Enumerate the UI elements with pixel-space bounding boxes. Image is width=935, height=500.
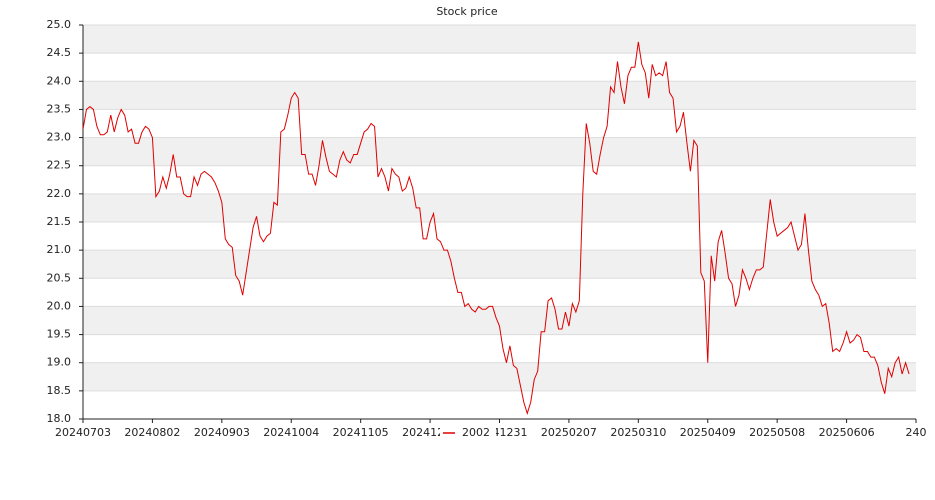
x-tick-label: 20241105 bbox=[333, 426, 389, 439]
y-tick-label: 21.0 bbox=[47, 243, 72, 256]
x-tick-label: 20250606 bbox=[819, 426, 875, 439]
y-tick-label: 18.5 bbox=[47, 384, 72, 397]
x-tick-label: 20240703 bbox=[55, 426, 111, 439]
grid-band bbox=[83, 250, 916, 279]
y-tick-label: 22.5 bbox=[47, 159, 72, 172]
x-tick-label: 20240802 bbox=[124, 426, 180, 439]
grid-band bbox=[83, 137, 916, 166]
grid-band bbox=[83, 306, 916, 335]
grid-band bbox=[83, 193, 916, 222]
x-tick-label: 20250508 bbox=[749, 426, 805, 439]
y-tick-label: 19.5 bbox=[47, 328, 72, 341]
x-tick-label: 240 bbox=[906, 426, 927, 439]
y-tick-label: 20.0 bbox=[47, 299, 72, 312]
grid-band bbox=[83, 81, 916, 110]
y-tick-label: 25.0 bbox=[47, 18, 72, 31]
y-tick-label: 21.5 bbox=[47, 215, 72, 228]
grid-band bbox=[83, 362, 916, 391]
grid-band bbox=[83, 25, 916, 54]
x-tick-label: 20250207 bbox=[541, 426, 597, 439]
y-tick-label: 24.0 bbox=[47, 74, 72, 87]
x-tick-label: 20250310 bbox=[610, 426, 666, 439]
y-tick-label: 18.0 bbox=[47, 412, 72, 425]
line-series bbox=[82, 41, 910, 416]
chart-title: Stock price bbox=[436, 5, 498, 18]
legend-box bbox=[440, 425, 496, 441]
y-tick-label: 20.5 bbox=[47, 271, 72, 284]
y-tick-label: 24.5 bbox=[47, 46, 72, 59]
y-tick-label: 22.0 bbox=[47, 187, 72, 200]
x-tick-label: 20241004 bbox=[263, 426, 319, 439]
y-tick-label: 23.0 bbox=[47, 131, 72, 144]
x-tick-label: 20240903 bbox=[194, 426, 250, 439]
legend-label: 2002 bbox=[462, 426, 490, 439]
y-tick-label: 19.0 bbox=[47, 356, 72, 369]
x-tick-label: 20250409 bbox=[680, 426, 736, 439]
y-tick-label: 23.5 bbox=[47, 102, 72, 115]
